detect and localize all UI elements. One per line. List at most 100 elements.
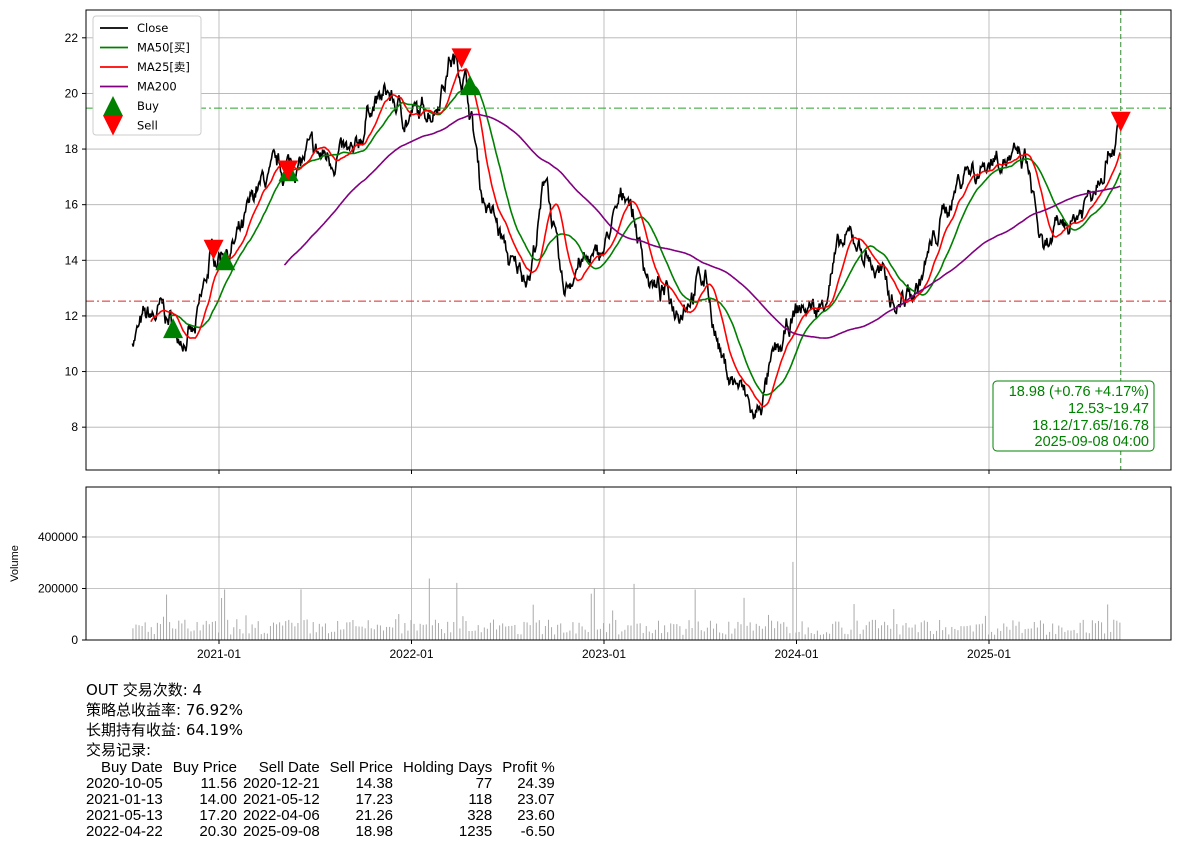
volume-bar	[541, 634, 543, 640]
volume-bar	[153, 634, 155, 640]
volume-bar	[948, 634, 950, 640]
legend-label: MA25[卖]	[137, 60, 190, 74]
trade-count: OUT 交易次数: 4	[86, 681, 203, 699]
volume-bar	[1033, 622, 1035, 640]
volume-bar	[517, 633, 519, 640]
volume-bar	[633, 583, 635, 640]
volume-bar	[398, 614, 400, 640]
volume-bar	[184, 619, 186, 640]
table-row: 2022-04-22 20.30 2025-09-08 18.98 1235 -6.50	[86, 824, 555, 840]
volume-bar	[1110, 631, 1112, 640]
volume-bar	[826, 632, 828, 640]
volume-bar	[175, 628, 177, 640]
sell-marker	[1110, 111, 1131, 132]
volume-bar	[132, 628, 134, 640]
volume-bar	[722, 633, 724, 640]
volume-bar	[749, 622, 751, 640]
table-row: 2020-10-05 11.56 2020-12-21 14.38 77 24.39	[86, 776, 555, 792]
volume-bar	[1064, 631, 1066, 640]
volume-bar	[590, 593, 592, 640]
volume-bar	[1085, 632, 1087, 640]
volume-bar	[654, 629, 656, 640]
table-cell: 21.26	[355, 807, 394, 824]
y-tick-label: 20	[65, 86, 79, 100]
volume-bar	[211, 621, 213, 640]
volume-bar	[960, 626, 962, 640]
volume-bar	[932, 634, 934, 640]
volume-bar	[187, 628, 189, 640]
volume-bar	[428, 578, 430, 640]
table-cell: 14.38	[355, 775, 394, 792]
volume-bar	[1027, 628, 1029, 640]
volume-bar	[471, 631, 473, 640]
volume-bar	[740, 624, 742, 640]
table-header: Buy Date Buy Price Sell Date Sell Price …	[86, 760, 555, 776]
volume-bar	[786, 626, 788, 640]
volume-bar	[767, 614, 769, 640]
volume-bar	[425, 624, 427, 640]
volume-bar	[367, 620, 369, 640]
volume-bar	[566, 632, 568, 640]
table-cell: 328	[467, 807, 493, 824]
volume-bar	[569, 630, 571, 640]
volume-bar	[691, 627, 693, 640]
table-cell: 2022-04-22	[86, 823, 163, 840]
volume-bar	[419, 623, 421, 640]
volume-bar	[798, 631, 800, 640]
annotation-line: 2025-09-08 04:00	[1035, 434, 1150, 450]
volume-bar	[285, 621, 287, 640]
volume-bar	[453, 622, 455, 640]
volume-bar	[523, 621, 525, 640]
volume-bar	[1036, 627, 1038, 640]
volume-bar	[416, 630, 418, 640]
buy-marker	[163, 318, 184, 339]
volume-bar	[593, 588, 595, 640]
table-cell: 2021-05-12	[242, 791, 320, 808]
volume-bar	[1107, 604, 1109, 640]
table-cell: 1235	[458, 823, 493, 840]
plot-frame	[85, 486, 1172, 641]
volume-bar	[682, 634, 684, 640]
strategy-return: 策略总收益率: 76.92%	[86, 701, 244, 719]
volume-bar	[856, 620, 858, 640]
legend: Close MA50[买] MA25[卖] MA200 Buy Sell	[92, 15, 202, 136]
volume-bar	[829, 633, 831, 640]
volume-bar	[868, 621, 870, 640]
volume-bar	[1104, 633, 1106, 640]
volume-bar	[441, 629, 443, 640]
volume-bar	[801, 621, 803, 640]
table-cell: 2020-12-21	[242, 775, 320, 792]
volume-bar	[162, 616, 164, 640]
volume-bar	[370, 628, 372, 640]
volume-bar	[431, 625, 433, 640]
legend-label: Buy	[137, 99, 159, 113]
table-cell: -6.50	[520, 823, 555, 840]
volume-bar	[181, 623, 183, 640]
table-cell: 24.39	[517, 775, 555, 792]
volume-bar	[972, 631, 974, 640]
volume-bar	[337, 620, 339, 640]
legend-box	[92, 15, 202, 136]
sell-marker	[278, 160, 299, 181]
volume-bar	[172, 628, 174, 640]
legend-label: Close	[137, 21, 168, 35]
annotation-line: 12.53~19.47	[1068, 401, 1149, 417]
volume-bar	[505, 626, 507, 640]
volume-bar	[703, 631, 705, 640]
volume-bar	[581, 626, 583, 640]
volume-bar	[688, 620, 690, 640]
volume-bar	[376, 624, 378, 640]
volume-bar	[514, 624, 516, 640]
volume-bar	[141, 626, 143, 640]
x-tick-label: 2022-01	[389, 647, 433, 661]
volume-bar	[645, 626, 647, 640]
volume-bar	[1113, 619, 1115, 640]
volume-bar	[508, 626, 510, 640]
volume-bar	[483, 627, 485, 640]
sell-marker	[451, 48, 472, 69]
volume-bar	[309, 633, 311, 640]
annotation-line: 18.98 (+0.76 +4.17%)	[1009, 384, 1149, 400]
table-cell: 20.30	[199, 823, 237, 840]
plot-frame	[85, 9, 1172, 471]
